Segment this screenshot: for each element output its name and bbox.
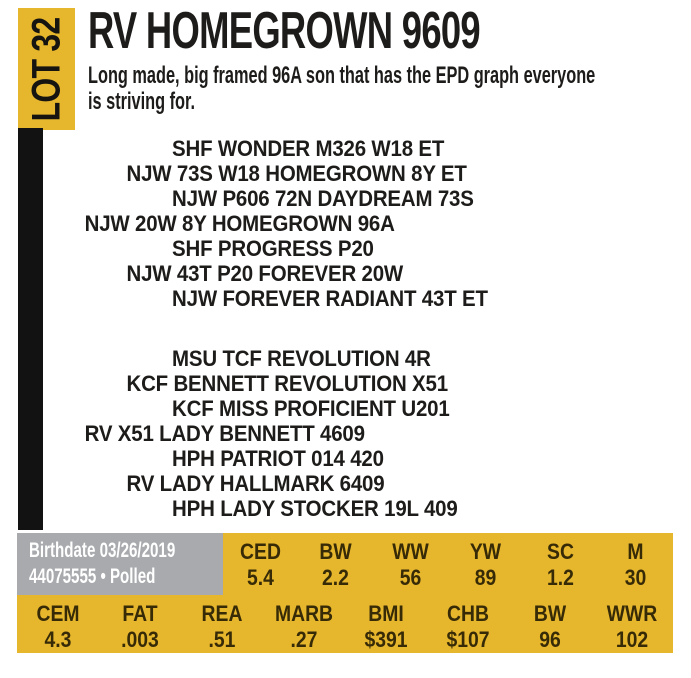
pedigree-line-maternal-ggdam-2: HPH LADY STOCKER 19L 409	[172, 496, 458, 521]
description-text: Long made, big framed 96A son that has t…	[88, 63, 595, 115]
left-accent-bar	[18, 128, 43, 530]
pedigree-line-maternal-ggsire-2: HPH PATRIOT 014 420	[172, 446, 384, 471]
lot-number-label: LOT 32	[24, 17, 68, 121]
epd-label: FAT	[122, 601, 158, 626]
animal-name-title: RV HOMEGROWN 9609	[88, 2, 481, 60]
epd-value: 30	[624, 565, 647, 590]
epd-cell-marb: MARB .27	[263, 601, 345, 653]
epd-cell-bw: BW 2.2	[298, 539, 373, 595]
epd-cell-sc: SC 1.2	[523, 539, 598, 595]
pedigree-line-sire: NJW 20W 8Y HOMEGROWN 96A	[84, 211, 395, 236]
epd-label: SC	[547, 539, 574, 564]
epd-value: 102	[615, 627, 649, 652]
sire-pedigree: SHF WONDER M326 W18 ET NJW 73S W18 HOMEG…	[0, 136, 691, 311]
epd-cell-wwr: WWR 102	[591, 601, 673, 653]
epd-label: WW	[392, 539, 429, 564]
epd-value: $107	[446, 627, 490, 652]
epd-value: .27	[290, 627, 318, 652]
epd-cell-yw: YW 89	[448, 539, 523, 595]
dam-pedigree: MSU TCF REVOLUTION 4R KCF BENNETT REVOLU…	[0, 346, 691, 521]
epd-cell-bw2: BW 96	[509, 601, 591, 653]
epd-label: YW	[469, 539, 502, 564]
epd-value: 1.2	[547, 565, 574, 590]
epd-label: REA	[201, 601, 243, 626]
epd-cell-fat: FAT .003	[99, 601, 181, 653]
epd-label: BW	[319, 539, 352, 564]
epd-label: CEM	[36, 601, 80, 626]
epd-table-row-1: Birthdate 03/26/2019 44075555 • Polled C…	[17, 533, 673, 595]
pedigree-line-paternal-ggsire-2: SHF PROGRESS P20	[172, 236, 374, 261]
description-line-2: is striving for.	[88, 88, 196, 115]
epd-cell-ww: WW 56	[373, 539, 448, 595]
epd-cell-m: M 30	[598, 539, 673, 595]
epd-value: $391	[364, 627, 408, 652]
epd-value: 56	[399, 565, 422, 590]
epd-label: WWR	[606, 601, 658, 626]
epd-cell-bmi: BMI $391	[345, 601, 427, 653]
epd-cell-rea: REA .51	[181, 601, 263, 653]
epd-cell-cem: CEM 4.3	[17, 601, 99, 653]
birthdate-registration-box: Birthdate 03/26/2019 44075555 • Polled	[17, 533, 223, 595]
epd-value: .003	[121, 627, 159, 652]
epd-cell-chb: CHB $107	[427, 601, 509, 653]
epd-value: 4.3	[44, 627, 72, 652]
birthdate-text: Birthdate 03/26/2019	[29, 539, 176, 562]
epd-table-row-2: CEM 4.3 FAT .003 REA .51 MARB .27 BMI $3…	[17, 595, 673, 653]
epd-label: MARB	[274, 601, 334, 626]
epd-label: CED	[240, 539, 281, 564]
epd-value: .51	[208, 627, 236, 652]
pedigree-line-paternal-granddam: NJW 43T P20 FOREVER 20W	[126, 261, 404, 286]
epd-row1-cells: CED 5.4 BW 2.2 WW 56 YW 89 SC 1.2	[223, 533, 673, 595]
pedigree-line-maternal-granddam: RV LADY HALLMARK 6409	[126, 471, 385, 496]
epd-label: BW	[533, 601, 567, 626]
epd-label: BMI	[368, 601, 404, 626]
pedigree-line-paternal-ggdam-2: NJW FOREVER RADIANT 43T ET	[172, 286, 488, 311]
epd-value: 5.4	[247, 565, 274, 590]
pedigree-line-paternal-ggdam: NJW P606 72N DAYDREAM 73S	[172, 186, 474, 211]
lot-number-tab: LOT 32	[18, 8, 75, 130]
registration-text: 44075555 • Polled	[29, 565, 156, 588]
pedigree-line-maternal-grandsire: KCF BENNETT REVOLUTION X51	[126, 371, 448, 396]
epd-value: 2.2	[322, 565, 349, 590]
epd-cell-ced: CED 5.4	[223, 539, 298, 595]
pedigree-line-dam: RV X51 LADY BENNETT 4609	[84, 421, 365, 446]
epd-value: 89	[474, 565, 497, 590]
description-line-1: Long made, big framed 96A son that has t…	[88, 62, 596, 89]
epd-table: Birthdate 03/26/2019 44075555 • Polled C…	[17, 533, 673, 653]
pedigree-line-paternal-grandsire: NJW 73S W18 HOMEGROWN 8Y ET	[126, 161, 467, 186]
epd-label: CHB	[447, 601, 489, 626]
pedigree-line-maternal-ggdam: KCF MISS PROFICIENT U201	[172, 396, 450, 421]
epd-value: 96	[539, 627, 561, 652]
pedigree-line-paternal-ggsire: SHF WONDER M326 W18 ET	[172, 136, 445, 161]
pedigree-line-maternal-ggsire: MSU TCF REVOLUTION 4R	[172, 346, 431, 371]
epd-label: M	[627, 539, 644, 564]
